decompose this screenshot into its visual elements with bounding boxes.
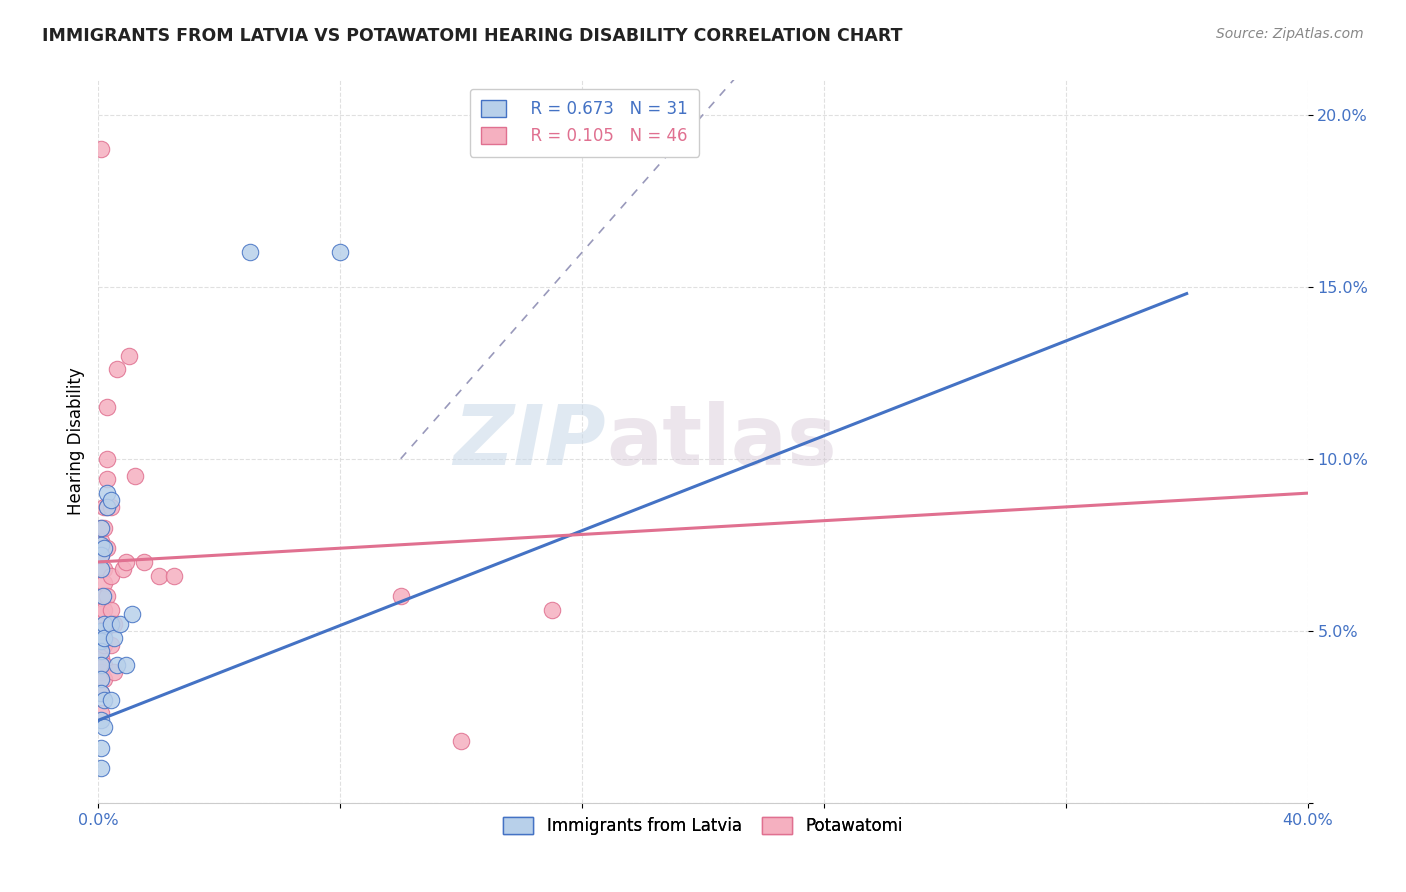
Point bbox=[121, 607, 143, 621]
Point bbox=[132, 555, 155, 569]
Text: IMMIGRANTS FROM LATVIA VS POTAWATOMI HEARING DISABILITY CORRELATION CHART: IMMIGRANTS FROM LATVIA VS POTAWATOMI HEA… bbox=[42, 27, 903, 45]
Point bbox=[90, 686, 112, 700]
Point bbox=[90, 562, 112, 576]
Point bbox=[96, 500, 118, 514]
Point bbox=[93, 631, 115, 645]
Point bbox=[100, 638, 122, 652]
Point bbox=[93, 603, 115, 617]
Point bbox=[100, 500, 122, 514]
Point bbox=[118, 349, 141, 363]
Point bbox=[93, 562, 115, 576]
Point bbox=[90, 520, 112, 534]
Point bbox=[90, 607, 112, 621]
Point bbox=[93, 624, 115, 638]
Point bbox=[93, 692, 115, 706]
Point bbox=[93, 500, 115, 514]
Point bbox=[93, 720, 115, 734]
Point bbox=[103, 616, 125, 631]
Point bbox=[93, 616, 115, 631]
Point bbox=[90, 634, 112, 648]
Point bbox=[93, 541, 115, 556]
Text: ZIP: ZIP bbox=[454, 401, 606, 482]
Point bbox=[124, 469, 146, 483]
Point bbox=[90, 761, 112, 775]
Point bbox=[90, 624, 112, 638]
Point bbox=[105, 658, 128, 673]
Text: Source: ZipAtlas.com: Source: ZipAtlas.com bbox=[1216, 27, 1364, 41]
Point bbox=[90, 534, 112, 549]
Point bbox=[239, 245, 262, 260]
Point bbox=[96, 472, 118, 486]
Point bbox=[90, 562, 112, 576]
Point bbox=[100, 616, 122, 631]
Point bbox=[90, 706, 112, 721]
Point bbox=[103, 631, 125, 645]
Point bbox=[96, 400, 118, 414]
Point bbox=[90, 548, 112, 562]
Point bbox=[90, 520, 112, 534]
Point bbox=[114, 658, 136, 673]
Point bbox=[93, 520, 115, 534]
Point bbox=[329, 245, 352, 260]
Point bbox=[90, 538, 112, 552]
Y-axis label: Hearing Disability: Hearing Disability bbox=[66, 368, 84, 516]
Point bbox=[90, 686, 112, 700]
Point bbox=[450, 734, 472, 748]
Point bbox=[111, 562, 134, 576]
Point bbox=[96, 486, 118, 500]
Point bbox=[90, 713, 112, 727]
Point bbox=[100, 692, 122, 706]
Point bbox=[96, 500, 118, 514]
Point bbox=[96, 590, 118, 604]
Point bbox=[93, 672, 115, 686]
Point bbox=[90, 638, 112, 652]
Point bbox=[96, 541, 118, 556]
Point bbox=[103, 665, 125, 679]
Point bbox=[90, 740, 112, 755]
Point bbox=[148, 568, 170, 582]
Point bbox=[108, 616, 131, 631]
Point bbox=[90, 624, 112, 638]
Point bbox=[93, 638, 115, 652]
Point bbox=[91, 590, 114, 604]
Point bbox=[90, 142, 112, 156]
Point bbox=[90, 665, 112, 679]
Point bbox=[90, 651, 112, 665]
Point bbox=[90, 590, 112, 604]
Point bbox=[114, 555, 136, 569]
Point bbox=[100, 603, 122, 617]
Point bbox=[96, 451, 118, 466]
Point bbox=[93, 658, 115, 673]
Text: atlas: atlas bbox=[606, 401, 837, 482]
Point bbox=[90, 672, 112, 686]
Point bbox=[163, 568, 186, 582]
Point bbox=[389, 590, 412, 604]
Point bbox=[90, 548, 112, 562]
Point bbox=[93, 575, 115, 590]
Point bbox=[540, 603, 562, 617]
Legend: Immigrants from Latvia, Potawatomi: Immigrants from Latvia, Potawatomi bbox=[496, 810, 910, 841]
Point bbox=[93, 541, 115, 556]
Point bbox=[90, 644, 112, 658]
Point bbox=[90, 658, 112, 673]
Point bbox=[100, 568, 122, 582]
Point bbox=[100, 493, 122, 508]
Point bbox=[105, 362, 128, 376]
